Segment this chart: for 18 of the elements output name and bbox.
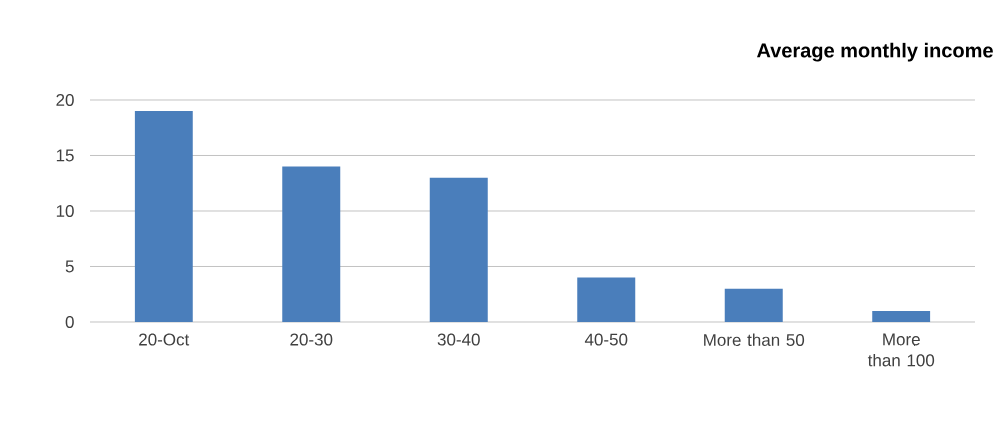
y-tick-label: 0: [65, 315, 74, 329]
x-tick-label: 30-40: [437, 333, 480, 346]
x-tick-label: More than 100: [867, 333, 935, 367]
y-tick-label: 20: [56, 93, 74, 107]
x-tick-label: 20-30: [290, 333, 333, 346]
bar: [724, 288, 783, 322]
chart-title: Average monthly income: [756, 42, 993, 62]
x-tick-label: 40-50: [584, 333, 628, 346]
y-tick-label: 15: [56, 149, 74, 162]
bar: [282, 166, 341, 322]
bar: [872, 310, 931, 322]
bar: [577, 277, 636, 322]
y-tick-label: 5: [65, 260, 74, 273]
bar: [134, 111, 193, 322]
x-tick-label: More than 50: [704, 333, 805, 347]
x-tick-label: 20-Oct: [139, 333, 190, 346]
y-tick-label: 10: [56, 204, 74, 218]
bar: [429, 177, 488, 322]
